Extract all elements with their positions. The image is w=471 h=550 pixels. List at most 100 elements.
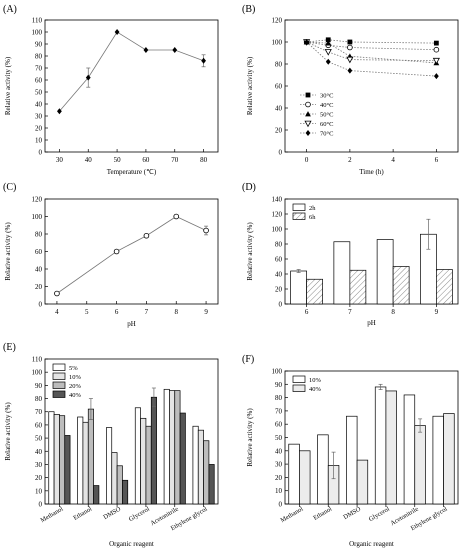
chart-panel-b: 0 20 40 60 80 100 120 Relative activity (%) 0 2 4 6… (246, 17, 459, 176)
data-point (347, 39, 353, 45)
bar (403, 394, 416, 505)
legend-label: 20% (69, 383, 82, 390)
y-tick-label: 90 (35, 41, 43, 49)
bar (134, 407, 141, 505)
y-tick-label: 40 (35, 266, 43, 274)
y-tick-label: 80 (275, 241, 283, 249)
y-tick-label: 10 (275, 487, 283, 495)
x-tick-label: 40 (85, 156, 93, 164)
y-tick-label: 70 (35, 65, 43, 73)
x-tick-label: Glycerol (368, 506, 391, 524)
y-tick-label: 0 (39, 301, 43, 309)
data-point (57, 108, 62, 115)
x-tick-label: Ethanol (72, 506, 93, 522)
bar (192, 425, 199, 505)
legend-label: 40°C (320, 102, 333, 109)
y-tick-label: 120 (272, 17, 283, 25)
x-axis-label: pH (127, 320, 136, 328)
bar (208, 464, 215, 505)
panel-label: (E) (3, 342, 16, 353)
x-tick-label: 8 (174, 308, 178, 316)
bar (414, 425, 426, 505)
y-tick-label: 100 (32, 29, 43, 37)
y-tick-label: 100 (272, 226, 283, 234)
y-tick-label: 120 (272, 211, 283, 219)
x-tick-label: DMSO (102, 506, 122, 522)
y-tick-label: 30 (35, 461, 43, 469)
bar (48, 411, 55, 505)
data-point (305, 111, 311, 117)
data-point (172, 47, 178, 53)
data-point (113, 248, 120, 255)
panel-label: (A) (3, 4, 17, 15)
bar (436, 269, 453, 305)
data-point (173, 213, 180, 220)
x-tick-label: Ethanol (312, 506, 333, 522)
data-point (54, 290, 60, 297)
y-tick-label: 20 (275, 474, 283, 482)
x-axis-label: Organic reagent (109, 540, 154, 548)
chart-panel-f: 0 10 20 30 40 50 60 70 80 90 100 Relative activity … (246, 368, 459, 548)
series-line (306, 41, 437, 64)
x-axis-label: pH (367, 319, 376, 327)
y-tick-label: 100 (32, 213, 43, 221)
y-tick-label: 60 (275, 83, 283, 91)
bar (163, 388, 170, 505)
y-tick-label: 110 (32, 17, 43, 25)
bar (140, 417, 147, 505)
y-axis-label: Relative activity (%) (246, 222, 254, 281)
y-tick-label: 70 (35, 408, 43, 416)
data-point (325, 37, 331, 43)
chart-panel-d: 0 20 40 60 80 100 120 140 Relative activity (%) 6… (246, 196, 459, 327)
data-point (325, 40, 332, 46)
data-point (143, 232, 150, 239)
data-point (201, 57, 206, 64)
data-point (433, 46, 440, 53)
bar (77, 416, 84, 505)
bar (82, 421, 89, 505)
x-tick-label: Methanol (279, 506, 304, 525)
series-line (56, 216, 207, 294)
legend-swatch (292, 375, 306, 383)
data-point (325, 58, 331, 65)
y-tick-label: 0 (39, 149, 43, 157)
panel-label: (F) (242, 354, 254, 365)
legend-label: 30°C (320, 93, 333, 100)
data-point (347, 44, 353, 51)
bar (93, 485, 100, 505)
bar (356, 459, 369, 505)
legend-swatch (52, 363, 66, 371)
chart-panel-a: 0 10 20 30 40 50 60 70 80 90 100 110 Relative activi… (4, 17, 219, 176)
y-axis-label: Relative activity (%) (4, 402, 12, 461)
bar (197, 429, 204, 505)
data-point (305, 101, 311, 108)
y-axis-label: Relative activity (%) (4, 56, 12, 115)
y-tick-label: 50 (35, 435, 43, 443)
y-tick-label: 110 (32, 356, 43, 364)
y-tick-label: 80 (275, 61, 283, 69)
series-line (59, 31, 204, 112)
bar (179, 412, 186, 505)
data-point (143, 47, 149, 53)
panel-label: (B) (242, 4, 255, 15)
y-tick-label: 60 (35, 77, 43, 85)
data-point (432, 57, 440, 65)
y-tick-label: 40 (35, 101, 43, 109)
legend-label: 40% (69, 392, 82, 399)
y-tick-label: 0 (39, 501, 43, 509)
x-tick-label: 9 (204, 308, 208, 316)
x-tick-label: 4 (391, 156, 395, 164)
y-tick-label: 50 (35, 89, 43, 97)
plot-frame (44, 19, 219, 153)
legend-label: 2h (309, 205, 316, 212)
legend-label: 10% (69, 374, 82, 381)
y-tick-label: 0 (279, 301, 283, 309)
bar (443, 413, 455, 505)
y-tick-label: 10 (35, 487, 43, 495)
bar (349, 269, 367, 305)
y-tick-label: 80 (35, 231, 43, 239)
legend-label: 10% (309, 377, 322, 384)
bar (111, 452, 118, 505)
plot-frame (284, 198, 459, 305)
data-point (304, 39, 310, 45)
